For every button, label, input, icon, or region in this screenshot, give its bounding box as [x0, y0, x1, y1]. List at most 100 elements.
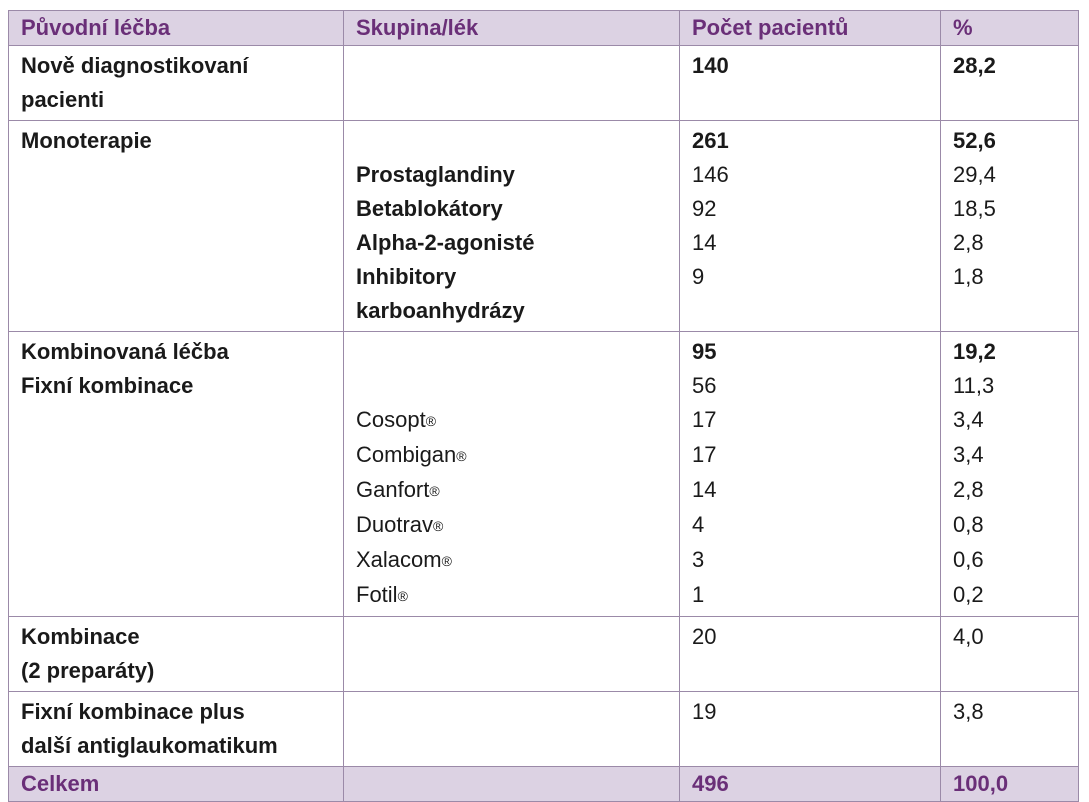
- row-percent: 0,8: [940, 508, 1079, 543]
- row-drug: [343, 369, 680, 403]
- row-percent: 3,4: [940, 403, 1079, 438]
- row-label: Nově diagnostikovaní pacienti: [8, 45, 344, 121]
- row-percent: 0,2: [940, 578, 1079, 617]
- row-label-line: pacienti: [21, 87, 105, 112]
- row-label: [8, 438, 344, 473]
- row-percent: 2,8: [940, 473, 1079, 508]
- row-label: Fixní kombinace: [8, 369, 344, 403]
- row-label: [8, 578, 344, 617]
- row-drug: Prostaglandiny: [343, 158, 680, 192]
- table-row: Duotrav® 4 0,8: [8, 508, 1079, 543]
- registered-mark: ®: [433, 518, 444, 534]
- row-label: Monoterapie: [8, 120, 344, 158]
- header-original-treatment: Původní léčba: [8, 10, 344, 46]
- row-drug: Fotil®: [343, 578, 680, 617]
- total-label: Celkem: [8, 766, 344, 802]
- header-group-drug: Skupina/lék: [343, 10, 680, 46]
- row-drug: Inhibitory karboanhydrázy: [343, 260, 680, 332]
- registered-mark: ®: [429, 483, 440, 499]
- table-row: Prostaglandiny 146 29,4: [8, 158, 1079, 192]
- row-label: Kombinace (2 preparáty): [8, 616, 344, 692]
- row-count: 17: [679, 403, 941, 438]
- table-row: Kombinace (2 preparáty) 20 4,0: [8, 616, 1079, 692]
- row-percent: 0,6: [940, 543, 1079, 578]
- row-label: [8, 473, 344, 508]
- row-percent: 3,4: [940, 438, 1079, 473]
- row-label: [8, 158, 344, 192]
- row-count: 56: [679, 369, 941, 403]
- table-header-row: Původní léčba Skupina/lék Počet pacientů…: [8, 10, 1079, 46]
- registered-mark: ®: [397, 588, 408, 604]
- row-drug-line: Inhibitory: [356, 264, 457, 289]
- total-count: 496: [679, 766, 941, 802]
- drug-name: Fotil: [356, 582, 398, 607]
- row-drug: Cosopt®: [343, 403, 680, 438]
- row-label: [8, 403, 344, 438]
- row-count: 20: [679, 616, 941, 692]
- row-count: 4: [679, 508, 941, 543]
- table-row: Ganfort® 14 2,8: [8, 473, 1079, 508]
- table-row: Kombinovaná léčba 95 19,2: [8, 331, 1079, 369]
- row-drug: Duotrav®: [343, 508, 680, 543]
- row-label: [8, 192, 344, 226]
- row-drug: Ganfort®: [343, 473, 680, 508]
- row-label: Kombinovaná léčba: [8, 331, 344, 369]
- table-total-row: Celkem 496 100,0: [8, 766, 1079, 802]
- row-percent: 11,3: [940, 369, 1079, 403]
- row-percent: 1,8: [940, 260, 1079, 332]
- registered-mark: ®: [441, 553, 452, 569]
- row-drug: Combigan®: [343, 438, 680, 473]
- row-label: Fixní kombinace plus další antiglaukomat…: [8, 691, 344, 767]
- row-count: 92: [679, 192, 941, 226]
- row-label: [8, 226, 344, 260]
- header-percent: %: [940, 10, 1079, 46]
- row-drug: [343, 691, 680, 767]
- row-percent: 18,5: [940, 192, 1079, 226]
- table-row: Nově diagnostikovaní pacienti 140 28,2: [8, 45, 1079, 121]
- drug-name: Xalacom: [356, 547, 442, 572]
- table-row: Fixní kombinace plus další antiglaukomat…: [8, 691, 1079, 767]
- drug-name: Ganfort: [356, 477, 430, 502]
- row-label-line: další antiglaukomatikum: [21, 733, 278, 758]
- header-patient-count: Počet pacientů: [679, 10, 941, 46]
- row-count: 146: [679, 158, 941, 192]
- table-row: Combigan® 17 3,4: [8, 438, 1079, 473]
- table-row: Alpha-2-agonisté 14 2,8: [8, 226, 1079, 260]
- total-drug: [343, 766, 680, 802]
- row-drug: [343, 45, 680, 121]
- row-count: 3: [679, 543, 941, 578]
- row-label-line: Kombinace: [21, 624, 140, 649]
- row-percent: 3,8: [940, 691, 1079, 767]
- row-drug: [343, 616, 680, 692]
- registered-mark: ®: [425, 413, 437, 429]
- row-label: [8, 508, 344, 543]
- table-row: Fixní kombinace 56 11,3: [8, 369, 1079, 403]
- registered-mark: ®: [456, 448, 467, 464]
- row-percent: 2,8: [940, 226, 1079, 260]
- row-label-line: (2 preparáty): [21, 658, 155, 683]
- row-label-line: Nově diagnostikovaní: [21, 53, 249, 78]
- table-row: Inhibitory karboanhydrázy 9 1,8: [8, 260, 1079, 332]
- row-count: 1: [679, 578, 941, 617]
- total-percent: 100,0: [940, 766, 1079, 802]
- row-count: 19: [679, 691, 941, 767]
- row-drug: Betablokátory: [343, 192, 680, 226]
- drug-name: Cosopt: [356, 407, 426, 432]
- drug-name: Combigan: [356, 442, 457, 467]
- row-percent: 29,4: [940, 158, 1079, 192]
- row-count: 261: [679, 120, 941, 158]
- row-label: [8, 260, 344, 332]
- row-count: 9: [679, 260, 941, 332]
- table-row: Cosopt® 17 3,4: [8, 403, 1079, 438]
- row-drug: [343, 331, 680, 369]
- row-count: 17: [679, 438, 941, 473]
- patients-table: Původní léčba Skupina/lék Počet pacientů…: [8, 10, 1079, 802]
- row-count: 14: [679, 473, 941, 508]
- row-percent: 19,2: [940, 331, 1079, 369]
- row-drug: [343, 120, 680, 158]
- row-drug: Alpha-2-agonisté: [343, 226, 680, 260]
- drug-name: Duotrav: [356, 512, 434, 537]
- row-label-line: Fixní kombinace plus: [21, 699, 245, 724]
- row-percent: 28,2: [940, 45, 1079, 121]
- row-count: 95: [679, 331, 941, 369]
